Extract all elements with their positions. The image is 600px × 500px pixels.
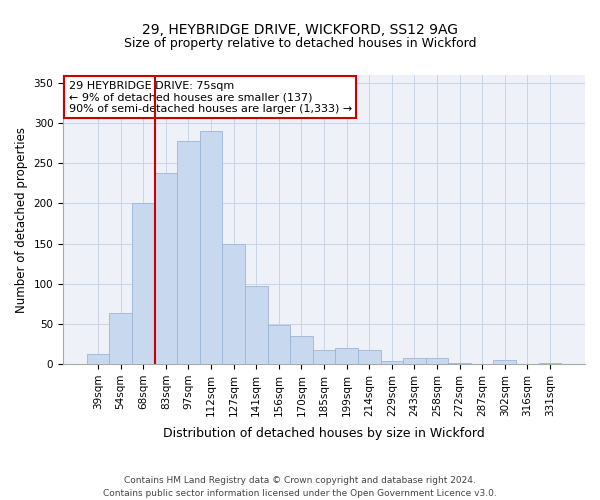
Bar (335, 348, 358, 364)
Text: 29 HEYBRIDGE DRIVE: 75sqm
← 9% of detached houses are smaller (137)
90% of semi-: 29 HEYBRIDGE DRIVE: 75sqm ← 9% of detach… (68, 80, 352, 114)
Text: Size of property relative to detached houses in Wickford: Size of property relative to detached ho… (124, 38, 476, 51)
Bar (290, 336, 313, 364)
Bar (539, 363, 561, 364)
Bar (132, 204, 155, 364)
Bar (448, 363, 471, 364)
Bar (109, 314, 132, 364)
Bar (425, 358, 448, 364)
Bar (380, 361, 403, 364)
Bar (87, 354, 109, 364)
Bar (177, 141, 200, 364)
X-axis label: Distribution of detached houses by size in Wickford: Distribution of detached houses by size … (163, 427, 485, 440)
Text: 29, HEYBRIDGE DRIVE, WICKFORD, SS12 9AG: 29, HEYBRIDGE DRIVE, WICKFORD, SS12 9AG (142, 22, 458, 36)
Bar (223, 244, 245, 364)
Bar (245, 286, 268, 364)
Y-axis label: Number of detached properties: Number of detached properties (15, 126, 28, 312)
Text: Contains HM Land Registry data © Crown copyright and database right 2024.
Contai: Contains HM Land Registry data © Crown c… (103, 476, 497, 498)
Bar (358, 350, 380, 364)
Bar (268, 324, 290, 364)
Bar (155, 173, 177, 364)
Bar (493, 360, 516, 364)
Bar (200, 131, 223, 364)
Bar (403, 358, 425, 364)
Bar (313, 350, 335, 364)
